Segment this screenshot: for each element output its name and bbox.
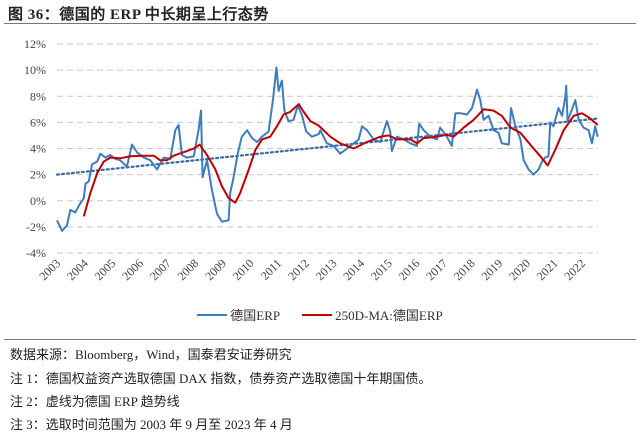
note-1: 注 1：德国权益资产选取德国 DAX 指数，债券资产选取德国十年期国债。 <box>10 371 432 386</box>
x-tick-label: 2020 <box>506 256 533 283</box>
legend-item-ma: 250D-MA:德国ERP <box>302 305 443 324</box>
x-tick-label: 2016 <box>396 256 423 283</box>
x-tick-label: 2017 <box>423 256 450 283</box>
x-tick-label: 2006 <box>119 256 146 283</box>
y-tick-label: 4% <box>30 142 46 156</box>
x-tick-label: 2011 <box>258 256 285 283</box>
gridlines <box>57 43 598 254</box>
x-tick-label: 2022 <box>561 256 588 283</box>
y-tick-label: -4% <box>26 246 46 260</box>
legend-item-erp: 德国ERP <box>197 305 280 324</box>
legend: 德国ERP 250D-MA:德国ERP <box>0 305 640 324</box>
y-tick-label: -2% <box>26 220 46 234</box>
x-tick-label: 2014 <box>340 256 367 283</box>
x-tick-label: 2018 <box>451 256 478 283</box>
y-tick-label: 6% <box>30 115 46 129</box>
x-tick-label: 2015 <box>368 256 395 283</box>
trend-line <box>55 117 600 176</box>
y-tick-label: 12% <box>24 37 46 51</box>
figure-title: 图 36：德国的 ERP 中长期呈上行态势 <box>8 7 269 23</box>
x-tick-label: 2013 <box>313 256 340 283</box>
x-tick-label: 2010 <box>230 256 257 283</box>
x-tick-label: 2009 <box>202 256 229 283</box>
x-tick-label: 2007 <box>147 256 174 283</box>
y-tick-label: 10% <box>24 63 46 77</box>
legend-swatch-blue <box>197 313 228 316</box>
y-tick-label: 0% <box>30 194 46 208</box>
y-axis-labels: -4% -2% 0% 2% 4% 6% 8% 10% 12% <box>24 37 46 260</box>
note-3: 注 3：选取时间范围为 2003 年 9 月至 2023 年 4 月 <box>10 417 293 432</box>
note-2: 注 2：虚线为德国 ERP 趋势线 <box>10 394 180 409</box>
ma-series-line <box>82 103 599 217</box>
series-lines <box>55 66 600 232</box>
x-tick-label: 2005 <box>92 256 119 283</box>
title-divider <box>4 23 636 24</box>
x-tick-label: 2019 <box>478 256 505 283</box>
erp-series-line <box>56 66 599 232</box>
legend-swatch-red <box>302 313 333 316</box>
x-tick-label: 2012 <box>285 256 312 283</box>
notes-divider <box>4 339 636 340</box>
x-tick-label: 2004 <box>64 256 91 283</box>
x-tick-label: 2008 <box>175 256 202 283</box>
y-tick-label: 2% <box>30 168 46 182</box>
x-tick-label: 2003 <box>36 256 63 283</box>
y-tick-label: 8% <box>30 89 46 103</box>
legend-label-ma: 250D-MA:德国ERP <box>335 308 443 323</box>
legend-label-erp: 德国ERP <box>230 308 281 323</box>
erp-line-chart: -4%-2%0%2%4%6%8%10%12% 2003 2004 2005 2006 2… <box>24 37 600 283</box>
source-note: 数据来源：Bloomberg，Wind，国泰君安证券研究 <box>10 347 292 362</box>
x-axis-labels: 2003 2004 2005 2006 2007 2008 2009 2010 2011 2012… <box>36 256 588 283</box>
x-tick-label: 2021 <box>534 256 561 283</box>
